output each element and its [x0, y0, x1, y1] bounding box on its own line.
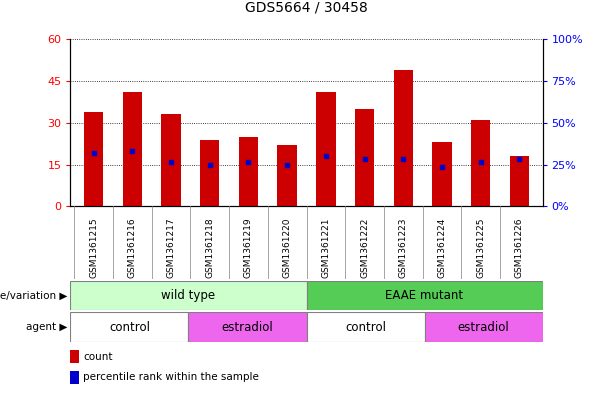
Bar	[70, 350, 79, 363]
Text: estradiol: estradiol	[222, 321, 273, 334]
Text: wild type: wild type	[161, 289, 216, 302]
Bar	[70, 281, 306, 310]
Text: percentile rank within the sample: percentile rank within the sample	[83, 372, 259, 382]
Text: GSM1361215: GSM1361215	[89, 217, 98, 278]
Bar	[200, 140, 219, 206]
Text: GSM1361225: GSM1361225	[476, 217, 485, 278]
Text: GSM1361219: GSM1361219	[244, 217, 253, 278]
Text: GSM1361218: GSM1361218	[205, 217, 215, 278]
Text: GSM1361224: GSM1361224	[438, 217, 446, 277]
Text: agent ▶: agent ▶	[26, 322, 67, 332]
Bar	[306, 312, 424, 342]
Bar	[306, 281, 543, 310]
Bar	[355, 109, 374, 206]
Text: genotype/variation ▶: genotype/variation ▶	[0, 291, 67, 301]
Bar	[84, 112, 104, 206]
Bar	[471, 120, 490, 206]
Text: GSM1361221: GSM1361221	[321, 217, 330, 278]
Bar	[161, 114, 181, 206]
Text: GDS5664 / 30458: GDS5664 / 30458	[245, 0, 368, 14]
Bar	[70, 371, 79, 384]
Text: control: control	[345, 321, 386, 334]
Text: count: count	[83, 351, 113, 362]
Text: GSM1361217: GSM1361217	[167, 217, 175, 278]
Text: GSM1361220: GSM1361220	[283, 217, 292, 278]
Text: GSM1361223: GSM1361223	[398, 217, 408, 278]
Text: estradiol: estradiol	[458, 321, 509, 334]
Bar	[70, 312, 189, 342]
Bar	[394, 70, 413, 206]
Bar	[278, 145, 297, 206]
Text: EAAE mutant: EAAE mutant	[386, 289, 463, 302]
Bar	[189, 312, 306, 342]
Bar	[123, 92, 142, 206]
Text: control: control	[109, 321, 150, 334]
Bar	[509, 156, 529, 206]
Bar	[239, 137, 258, 206]
Bar	[316, 92, 335, 206]
Text: GSM1361226: GSM1361226	[515, 217, 524, 278]
Text: GSM1361222: GSM1361222	[360, 217, 369, 277]
Bar	[424, 312, 543, 342]
Bar	[432, 142, 452, 206]
Text: GSM1361216: GSM1361216	[128, 217, 137, 278]
